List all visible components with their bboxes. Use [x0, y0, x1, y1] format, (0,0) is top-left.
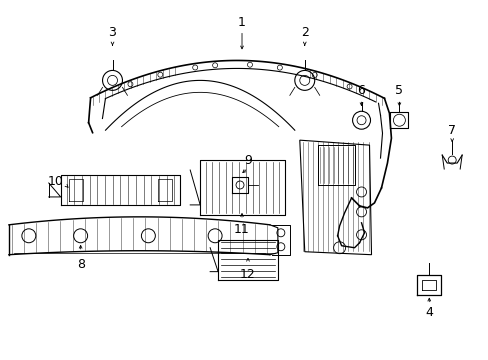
Text: 12: 12 [240, 268, 255, 281]
Text: 11: 11 [234, 223, 249, 236]
Text: 2: 2 [300, 26, 308, 39]
Text: 5: 5 [395, 84, 403, 97]
Text: 1: 1 [238, 16, 245, 29]
Text: 9: 9 [244, 154, 251, 167]
Text: 3: 3 [108, 26, 116, 39]
Text: 10: 10 [48, 175, 63, 189]
Text: 6: 6 [357, 84, 365, 97]
Text: 4: 4 [425, 306, 432, 319]
Text: 7: 7 [447, 124, 455, 137]
Text: 8: 8 [77, 258, 84, 271]
